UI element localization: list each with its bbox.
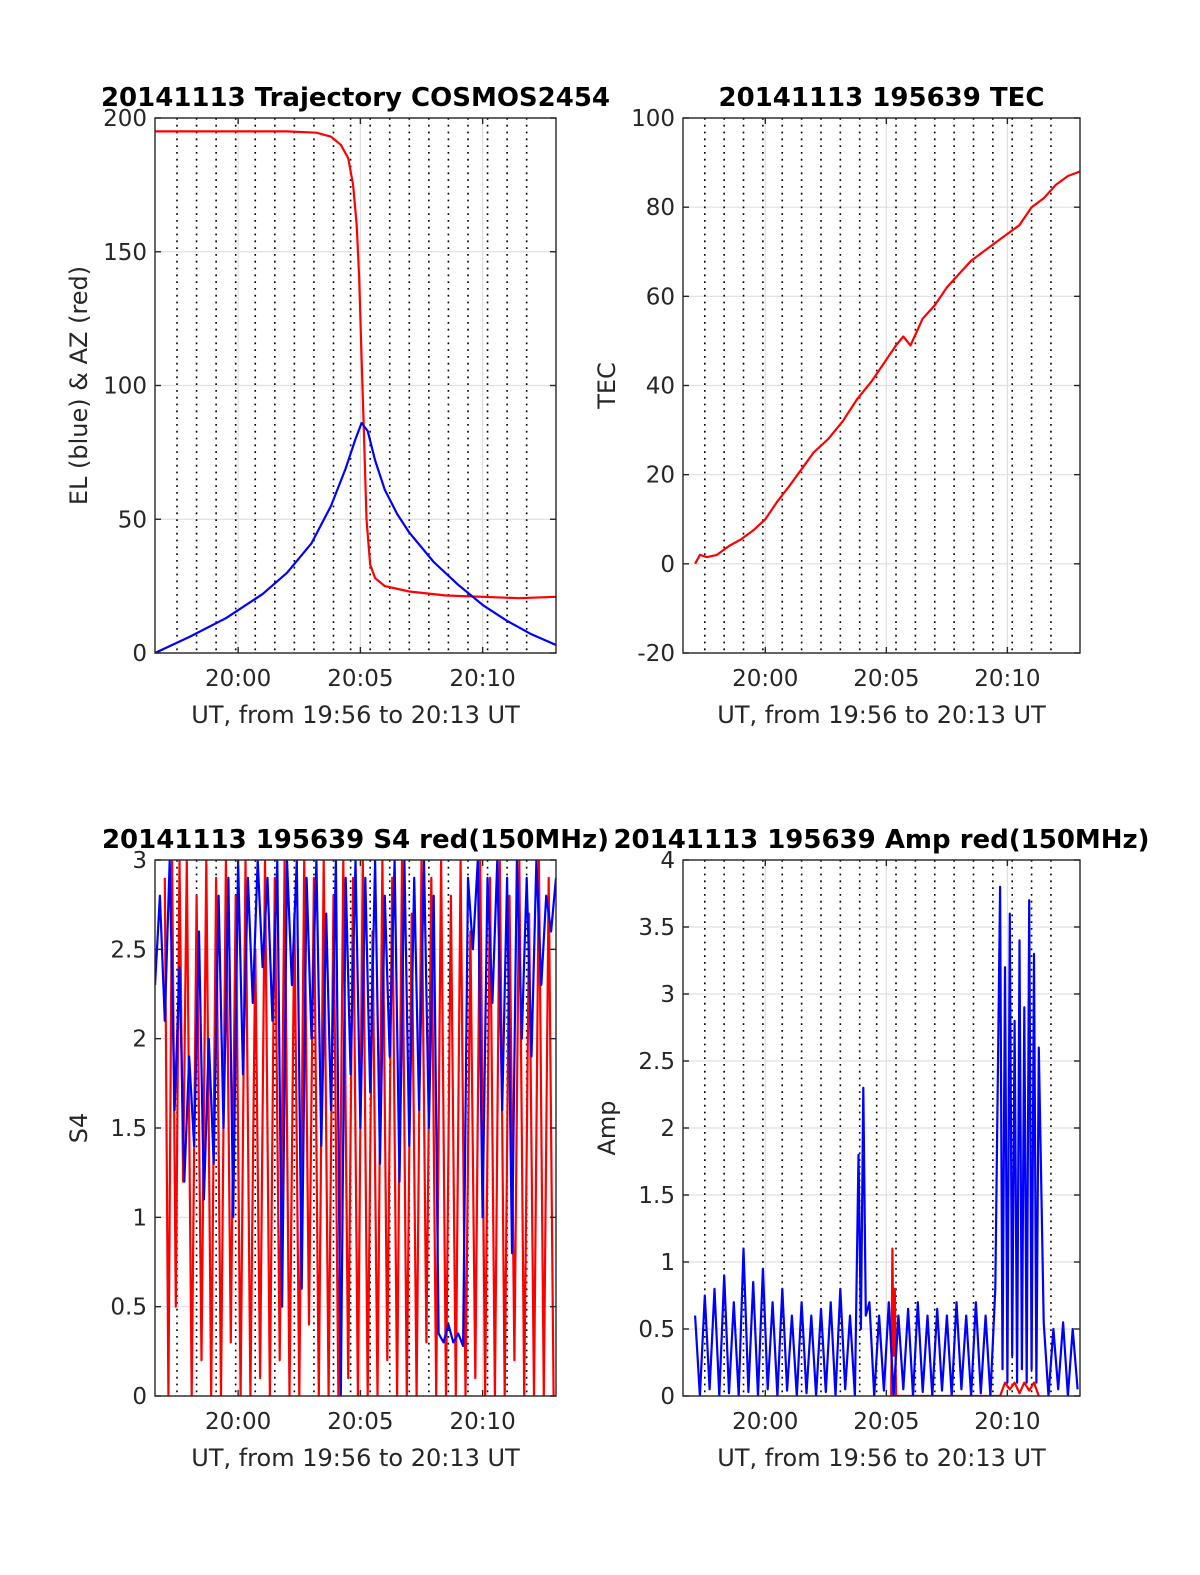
series-group	[155, 130, 556, 653]
y-tick-label: -20	[637, 641, 675, 667]
series-line-2	[155, 421, 556, 653]
chart-title: 20141113 195639 Amp red(150MHz)	[613, 825, 1149, 855]
chart-tec: -20 0 20 40 60 80 100 20:00 20:05 20:10 UT, from 1…	[593, 83, 1081, 729]
time-markers	[703, 118, 1052, 653]
y-tick-label: 20	[646, 463, 675, 489]
y-tick-label: 1	[660, 1250, 675, 1276]
y-tick-label: 2.5	[638, 1049, 675, 1075]
y-tick-label: 100	[631, 106, 675, 132]
y-tick-label: 0.5	[638, 1317, 675, 1343]
series-group	[155, 860, 556, 1396]
x-tick-label: 20:10	[974, 1409, 1040, 1435]
x-tick-label: 20:10	[974, 666, 1040, 692]
y-tick-label: 0.5	[110, 1295, 147, 1321]
y-tick-label: 2.5	[110, 937, 147, 963]
y-axis-label: S4	[65, 1113, 93, 1144]
x-tick-label: 20:05	[327, 666, 393, 692]
x-tick-label: 20:05	[327, 1409, 393, 1435]
time-markers	[703, 860, 1052, 1396]
chart-trajectory: 0 50 100 150 200 20:00 20:05 20:10 UT, from 19:5…	[65, 83, 610, 729]
y-tick-label: 4	[660, 848, 675, 874]
y-tick-label: 3	[660, 982, 675, 1008]
x-tick-label: 20:00	[205, 666, 271, 692]
x-tick-label: 20:00	[732, 666, 798, 692]
y-tick-label: 1	[132, 1205, 147, 1231]
chart-title: 20141113 195639 TEC	[719, 83, 1045, 113]
series-group	[694, 170, 1080, 565]
x-tick-label: 20:05	[853, 1409, 919, 1435]
series-line-2	[694, 885, 1079, 1396]
y-axis-label: Amp	[593, 1100, 621, 1155]
y-tick-label: 0	[660, 552, 675, 578]
chart-amp: 0 0.5 1 1.5 2 2.5 3 3.5 4 20:00 20:05 20:10 UT, from…	[593, 825, 1150, 1472]
y-tick-label: 1.5	[638, 1183, 675, 1209]
x-axis-label: UT, from 19:56 to 20:13 UT	[717, 1444, 1046, 1472]
chart-s4: 0 0.5 1 1.5 2 2.5 3 20:00 20:05 20:10 UT, from 19:…	[65, 825, 609, 1472]
series-line-2	[155, 860, 556, 1396]
x-axis-label: UT, from 19:56 to 20:13 UT	[717, 701, 1046, 729]
chart-title: 20141113 195639 S4 red(150MHz)	[102, 825, 609, 855]
x-tick-label: 20:05	[853, 666, 919, 692]
chart-title: 20141113 Trajectory COSMOS2454	[101, 83, 610, 113]
y-tick-label: 200	[103, 106, 147, 132]
series-line-1	[694, 170, 1080, 565]
x-tick-label: 20:10	[449, 1409, 515, 1435]
x-tick-label: 20:00	[205, 1409, 271, 1435]
series-line-1	[890, 1247, 1040, 1396]
y-tick-label: 150	[103, 240, 147, 266]
time-markers	[176, 118, 528, 653]
x-tick-label: 20:00	[732, 1409, 798, 1435]
y-tick-label: 0	[132, 641, 147, 667]
y-tick-label: 1.5	[110, 1116, 147, 1142]
y-tick-label: 50	[118, 507, 147, 533]
y-tick-label: 3	[132, 848, 147, 874]
y-tick-label: 3.5	[638, 915, 675, 941]
series-group	[694, 885, 1079, 1396]
y-tick-label: 0	[660, 1384, 675, 1410]
y-axis-label: TEC	[593, 362, 621, 410]
x-axis-label: UT, from 19:56 to 20:13 UT	[191, 701, 520, 729]
y-tick-label: 2	[660, 1116, 675, 1142]
series-line-1	[155, 130, 556, 600]
y-tick-label: 100	[103, 374, 147, 400]
y-tick-label: 0	[132, 1384, 147, 1410]
y-axis-label: EL (blue) & AZ (red)	[65, 266, 93, 505]
x-axis-label: UT, from 19:56 to 20:13 UT	[191, 1444, 520, 1472]
y-tick-label: 60	[646, 284, 675, 310]
y-tick-label: 2	[132, 1027, 147, 1053]
y-tick-label: 80	[646, 195, 675, 221]
y-tick-label: 40	[646, 374, 675, 400]
x-tick-label: 20:10	[449, 666, 515, 692]
